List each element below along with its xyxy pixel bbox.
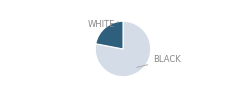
Wedge shape: [96, 21, 123, 49]
Text: BLACK: BLACK: [137, 55, 181, 68]
Wedge shape: [95, 21, 151, 77]
Text: WHITE: WHITE: [88, 20, 118, 29]
